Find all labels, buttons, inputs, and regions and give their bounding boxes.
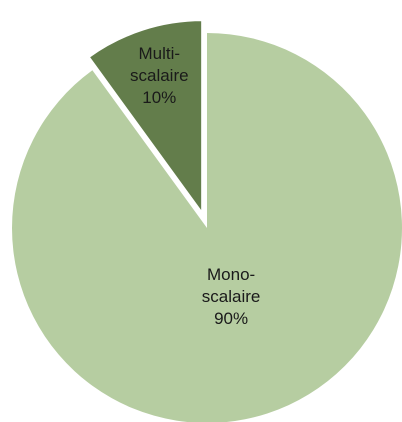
pie-slice <box>12 33 402 422</box>
value-label: 90% <box>214 309 249 329</box>
value-label: 10% <box>142 88 177 108</box>
slice-label-text: Mono-scalaire 90% <box>191 264 271 330</box>
category-name: Multi-scalaire <box>129 44 189 86</box>
pie-slice <box>85 18 205 220</box>
category-name: Mono-scalaire <box>201 265 261 307</box>
slice-label-text: Multi-scalaire 10% <box>124 43 194 109</box>
